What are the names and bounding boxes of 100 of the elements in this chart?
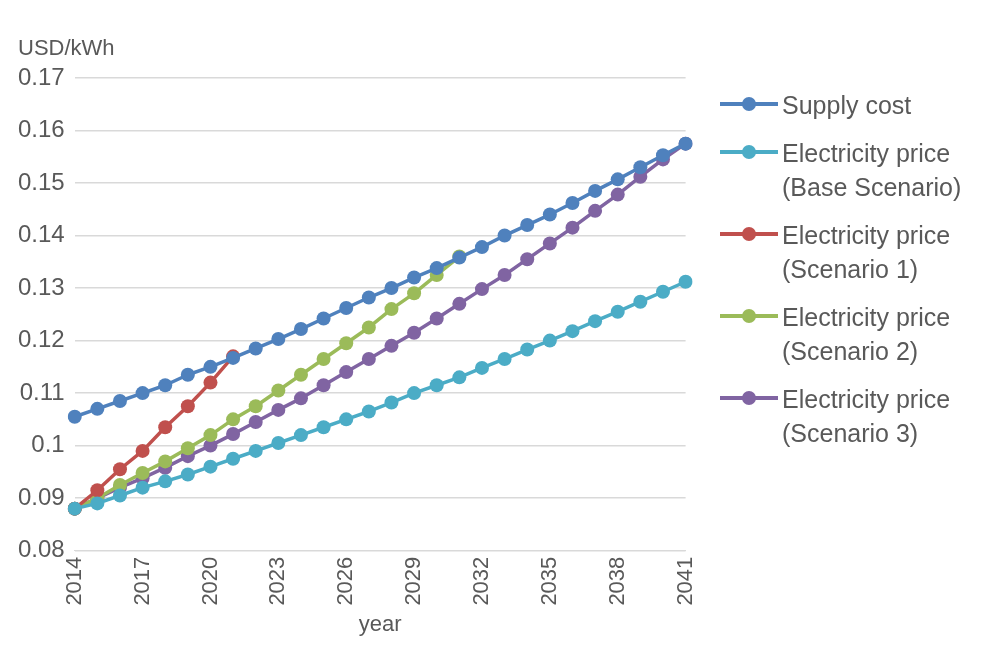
point (429, 378, 444, 393)
point (316, 351, 331, 366)
point (203, 375, 218, 390)
point (316, 420, 331, 435)
point (293, 322, 308, 337)
point (112, 462, 127, 477)
point (135, 480, 150, 495)
point (407, 270, 422, 285)
point (678, 274, 693, 289)
legend-label: Supply cost (782, 90, 913, 121)
point (135, 443, 150, 458)
point (384, 338, 399, 353)
point (316, 378, 331, 393)
x-tick-label: 2041 (671, 556, 697, 606)
point (271, 383, 286, 398)
point (497, 267, 512, 282)
point (407, 325, 422, 340)
point (361, 351, 376, 366)
point (588, 183, 603, 198)
point (271, 332, 286, 347)
y-tick-label: 0.09 (17, 482, 65, 510)
point (361, 404, 376, 419)
legend-label: Electricity price (Scenario 1) (782, 220, 952, 285)
point (610, 172, 625, 187)
point (158, 474, 173, 489)
point (248, 443, 263, 458)
legend-label: Electricity price (Base Scenario) (782, 138, 963, 203)
point (407, 286, 422, 301)
point (520, 218, 535, 233)
point (542, 333, 557, 348)
point (158, 454, 173, 469)
y-axis-title: USD/kWh (18, 35, 115, 61)
point (474, 282, 489, 297)
point (520, 252, 535, 267)
x-tick-label: 2017 (128, 556, 154, 606)
point (474, 240, 489, 255)
point (158, 420, 173, 435)
point (497, 351, 512, 366)
point (633, 294, 648, 309)
y-tick-label: 0.1 (31, 430, 65, 458)
y-tick-label: 0.11 (19, 377, 65, 405)
point (588, 314, 603, 329)
point (180, 367, 195, 382)
point (203, 459, 218, 474)
point (226, 427, 241, 442)
point (565, 324, 580, 339)
point (361, 290, 376, 305)
x-tick-label: 2035 (535, 556, 561, 606)
x-tick-label: 2029 (400, 556, 426, 606)
point (655, 284, 670, 299)
point (135, 386, 150, 401)
y-tick-label: 0.17 (17, 62, 65, 90)
point (633, 160, 648, 175)
point (248, 399, 263, 414)
point (180, 467, 195, 482)
point (226, 412, 241, 427)
point (271, 436, 286, 450)
point (452, 370, 467, 385)
point (339, 412, 354, 427)
point (655, 148, 670, 163)
point (67, 409, 82, 424)
point (158, 378, 173, 393)
point (339, 301, 354, 316)
point (429, 261, 444, 276)
y-tick-label: 0.13 (17, 272, 65, 300)
point (520, 342, 535, 357)
x-tick-label: 2026 (332, 556, 358, 606)
point (361, 320, 376, 335)
y-tick-label: 0.16 (17, 115, 65, 143)
point (90, 401, 105, 416)
point (339, 336, 354, 351)
point (339, 365, 354, 380)
point (203, 428, 218, 443)
point (384, 281, 399, 296)
point (226, 451, 241, 466)
point (542, 236, 557, 251)
y-tick-label: 0.12 (17, 325, 65, 353)
point (610, 187, 625, 202)
point (452, 296, 467, 311)
point (565, 220, 580, 235)
x-tick-label: 2038 (603, 556, 629, 606)
point (542, 207, 557, 222)
x-tick-label: 2023 (264, 556, 290, 606)
point (610, 304, 625, 319)
point (135, 465, 150, 480)
point (248, 414, 263, 429)
point (293, 367, 308, 382)
y-tick-label: 0.15 (17, 167, 65, 195)
point (474, 360, 489, 375)
x-axis-title: year (358, 610, 402, 636)
point (565, 195, 580, 210)
legend-label: Electricity price (Scenario 2) (782, 302, 952, 367)
point (293, 428, 308, 443)
point (293, 391, 308, 406)
point (588, 203, 603, 218)
point (429, 311, 444, 326)
point (384, 302, 399, 317)
point (407, 386, 422, 401)
y-tick-label: 0.14 (17, 220, 65, 248)
point (112, 488, 127, 503)
